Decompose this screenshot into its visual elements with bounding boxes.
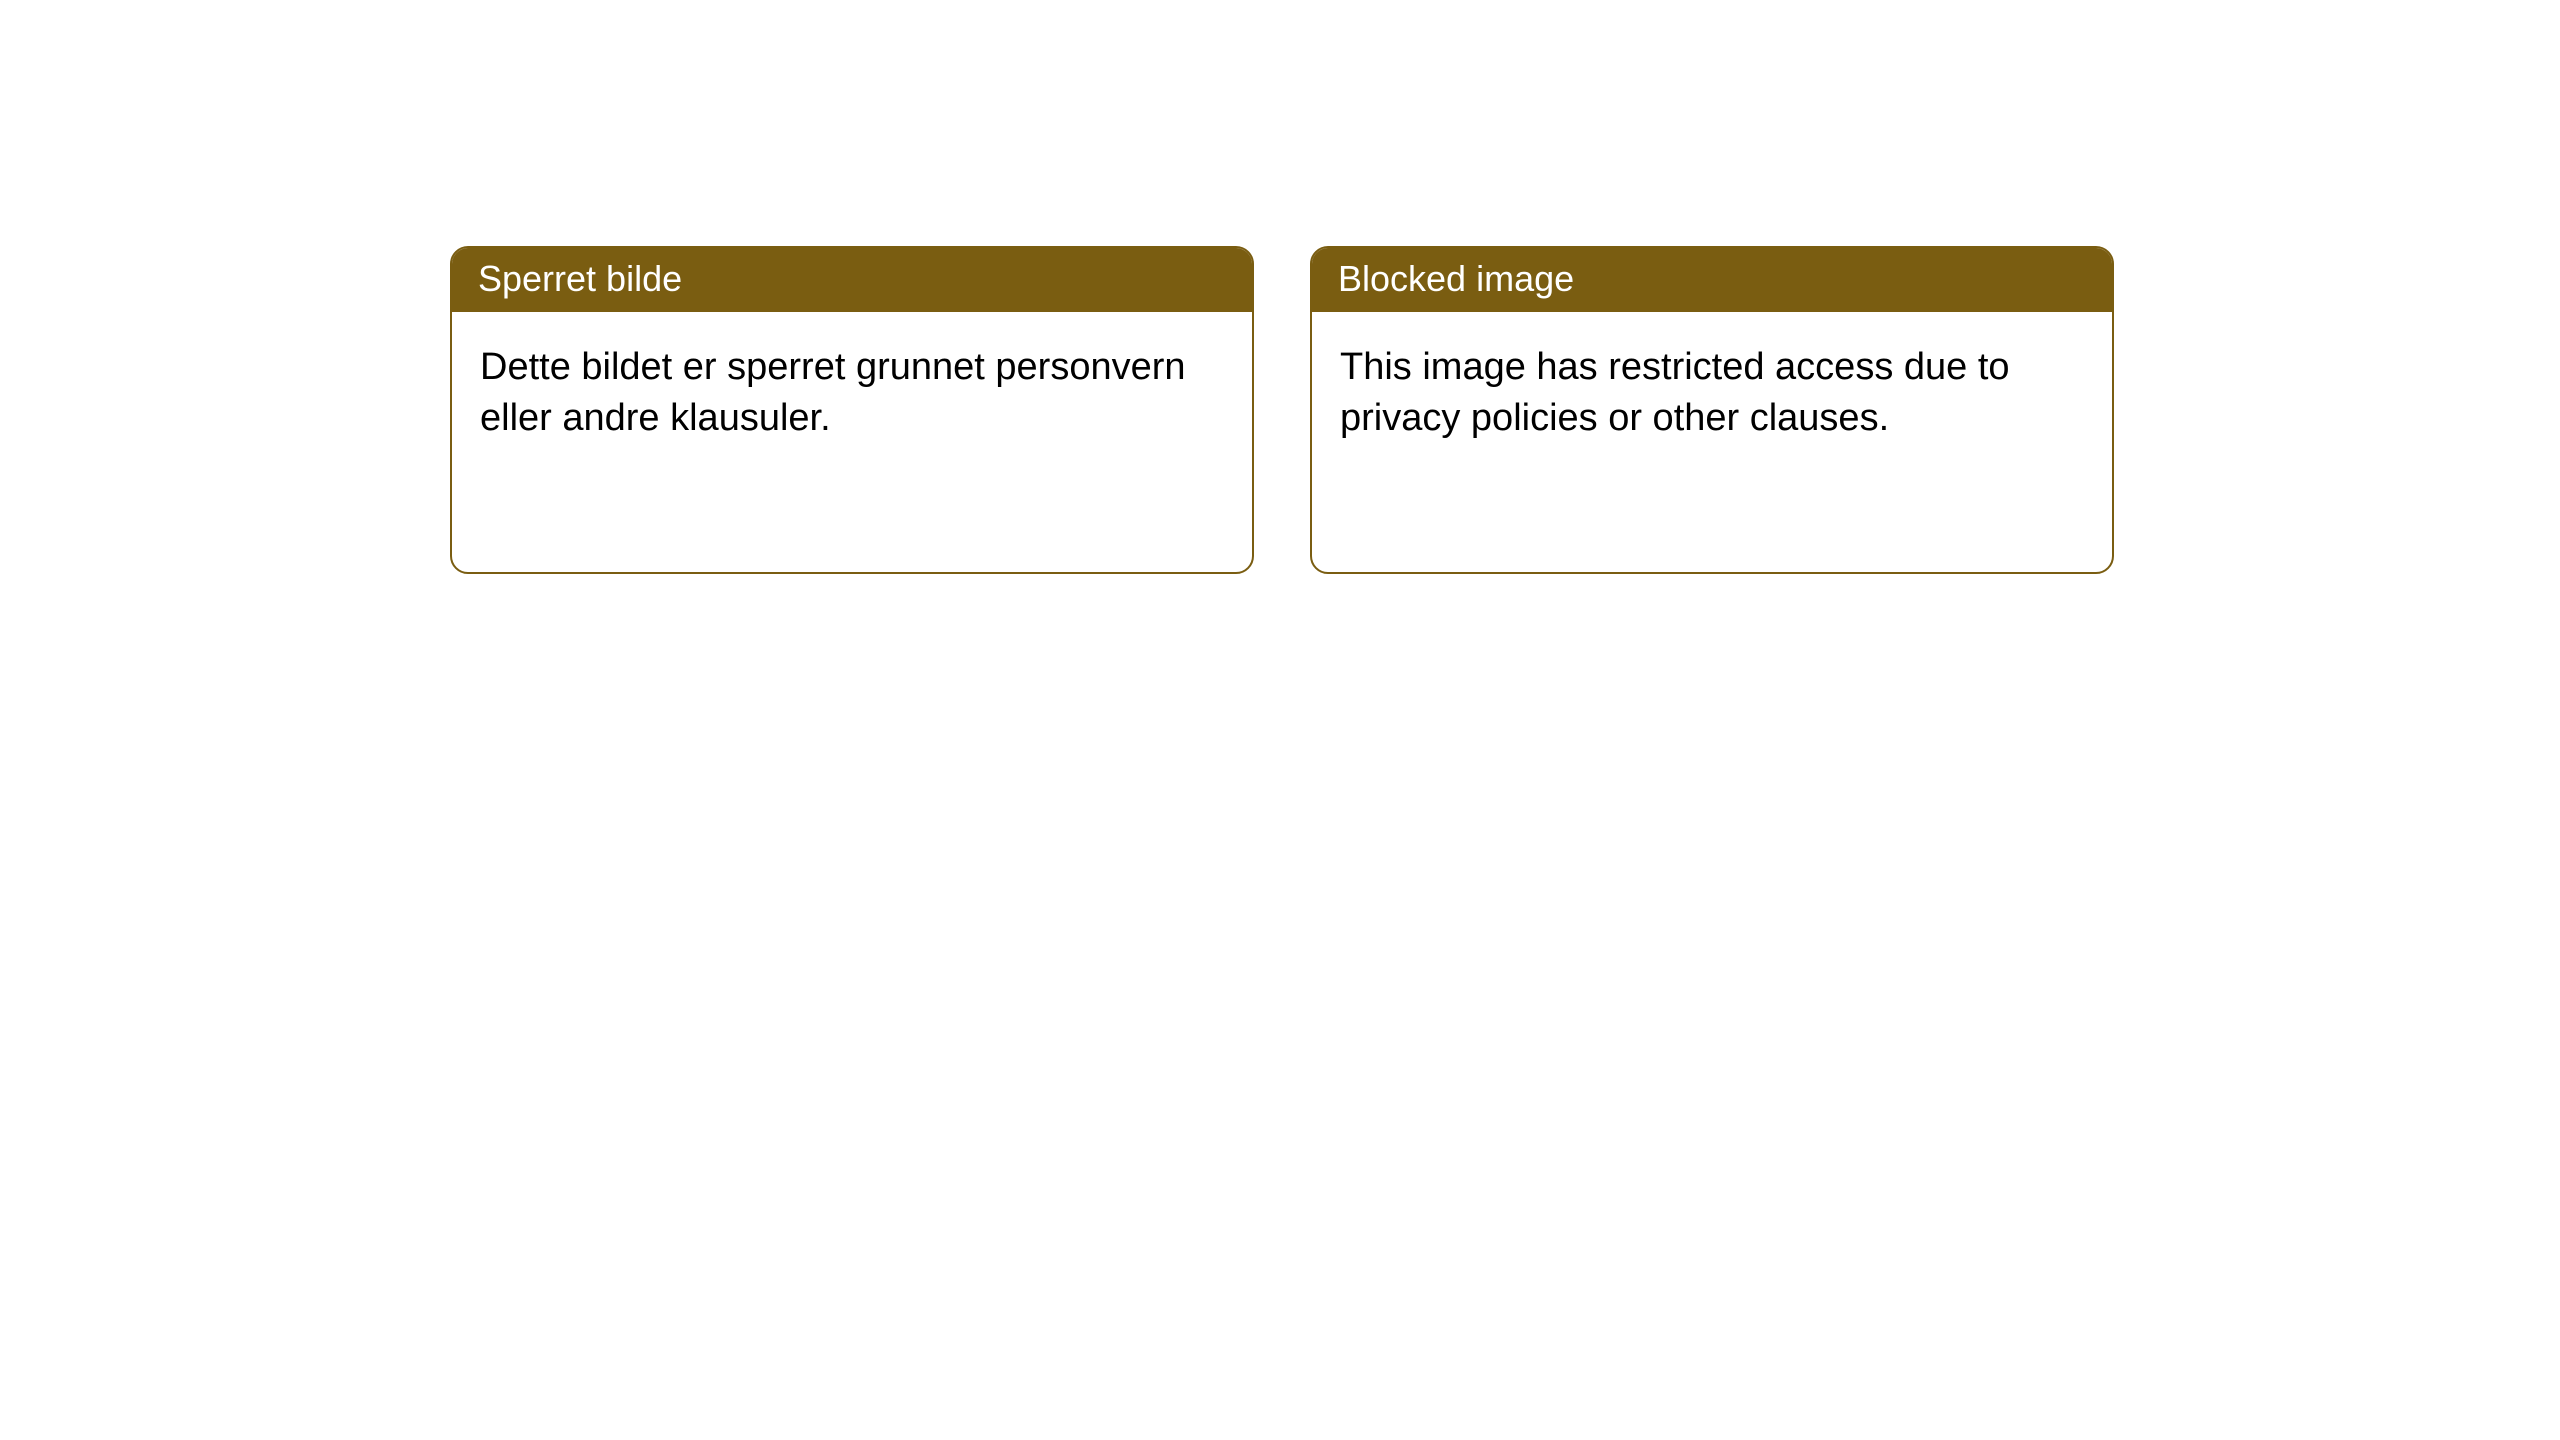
notice-container: Sperret bilde Dette bildet er sperret gr… (450, 246, 2114, 574)
notice-card-english: Blocked image This image has restricted … (1310, 246, 2114, 574)
notice-body: This image has restricted access due to … (1312, 312, 2112, 572)
notice-body: Dette bildet er sperret grunnet personve… (452, 312, 1252, 572)
notice-card-norwegian: Sperret bilde Dette bildet er sperret gr… (450, 246, 1254, 574)
notice-header: Sperret bilde (452, 248, 1252, 312)
notice-header: Blocked image (1312, 248, 2112, 312)
